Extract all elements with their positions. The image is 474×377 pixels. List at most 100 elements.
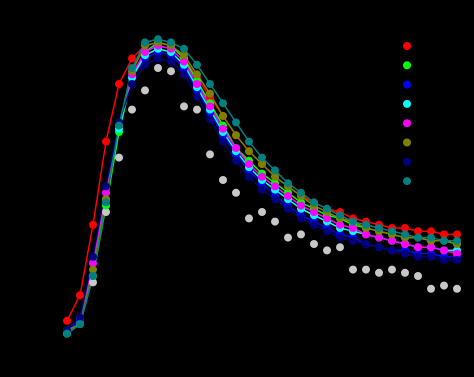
data-point xyxy=(232,188,240,197)
data-point xyxy=(401,224,409,232)
data-point xyxy=(297,201,305,210)
data-point xyxy=(89,220,97,229)
data-point xyxy=(427,284,435,293)
data-point xyxy=(219,99,227,108)
legend-marker xyxy=(403,119,411,128)
data-point xyxy=(206,102,214,111)
data-point xyxy=(180,70,188,79)
data-point xyxy=(102,198,110,207)
data-point xyxy=(297,230,305,239)
data-point xyxy=(141,48,149,56)
data-point xyxy=(401,240,409,248)
data-point xyxy=(193,105,201,114)
data-point xyxy=(427,233,435,242)
data-point xyxy=(323,227,331,236)
data-point xyxy=(206,80,214,88)
data-point xyxy=(271,195,279,204)
data-point xyxy=(258,185,266,194)
data-point xyxy=(102,137,110,146)
data-point xyxy=(115,80,123,88)
data-point xyxy=(310,240,318,248)
legend-marker xyxy=(403,80,411,89)
data-point xyxy=(232,131,240,140)
data-point xyxy=(167,38,175,47)
data-point xyxy=(115,153,123,162)
legend-marker xyxy=(403,157,411,166)
data-point xyxy=(362,240,370,248)
data-point xyxy=(453,256,461,264)
data-point xyxy=(89,278,97,287)
data-point xyxy=(336,220,344,229)
data-point xyxy=(271,166,279,175)
data-point xyxy=(271,172,279,181)
legend-marker xyxy=(403,99,411,108)
data-point xyxy=(297,214,305,223)
data-point xyxy=(245,214,253,223)
data-point xyxy=(89,272,97,280)
data-point xyxy=(375,268,383,277)
data-point xyxy=(401,230,409,239)
data-point xyxy=(141,38,149,47)
data-point xyxy=(323,214,331,223)
data-point xyxy=(232,118,240,127)
data-point xyxy=(180,44,188,53)
data-point xyxy=(102,182,110,191)
data-point xyxy=(284,192,292,200)
data-point xyxy=(453,236,461,245)
data-point xyxy=(258,160,266,168)
data-point xyxy=(284,204,292,213)
data-point xyxy=(427,243,435,252)
data-point xyxy=(154,64,162,72)
data-point xyxy=(167,57,175,66)
data-point xyxy=(167,67,175,76)
data-point xyxy=(401,249,409,258)
data-point xyxy=(349,236,357,245)
data-point xyxy=(336,243,344,252)
data-point xyxy=(440,256,448,264)
data-point xyxy=(310,208,318,216)
data-point xyxy=(219,124,227,133)
data-point xyxy=(414,227,422,236)
data-point xyxy=(258,153,266,162)
data-point xyxy=(206,115,214,124)
data-point xyxy=(115,121,123,130)
data-point xyxy=(375,243,383,252)
data-point xyxy=(89,259,97,268)
data-point xyxy=(388,246,396,255)
legend-marker xyxy=(403,42,411,50)
data-point xyxy=(89,252,97,261)
data-point xyxy=(128,64,136,72)
data-point xyxy=(414,272,422,280)
data-point xyxy=(232,144,240,152)
data-point xyxy=(336,233,344,242)
data-point xyxy=(336,211,344,220)
data-point xyxy=(258,208,266,216)
data-point xyxy=(128,54,136,63)
data-point xyxy=(414,233,422,242)
data-point xyxy=(401,268,409,277)
data-point xyxy=(427,227,435,236)
data-point xyxy=(89,265,97,274)
data-point xyxy=(349,224,357,232)
legend-marker xyxy=(403,138,411,147)
data-point xyxy=(453,249,461,258)
data-point xyxy=(310,198,318,207)
data-point xyxy=(193,92,201,101)
data-point xyxy=(414,252,422,261)
data-point xyxy=(388,265,396,274)
data-point xyxy=(323,246,331,255)
legend-marker xyxy=(403,61,411,70)
data-point xyxy=(271,217,279,226)
data-point xyxy=(427,252,435,261)
data-point xyxy=(375,233,383,242)
data-point xyxy=(440,236,448,245)
data-point xyxy=(388,227,396,236)
data-point xyxy=(219,176,227,184)
data-point xyxy=(63,316,71,325)
data-point xyxy=(453,284,461,293)
data-point xyxy=(180,102,188,111)
legend-marker xyxy=(403,177,411,186)
data-point xyxy=(349,217,357,226)
